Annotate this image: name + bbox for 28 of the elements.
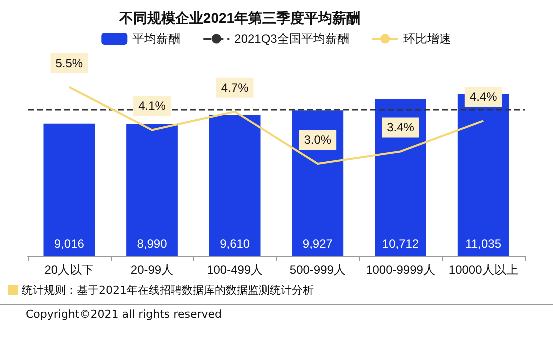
- x-tick-label: 20人以下: [44, 263, 94, 277]
- data-label: 9,610: [220, 237, 250, 251]
- data-label: 10,712: [382, 237, 420, 251]
- data-label: 11,035: [466, 237, 502, 251]
- legend-label: 平均薪酬: [132, 32, 181, 46]
- data-label: 8,990: [137, 237, 168, 251]
- legend-label: 环比增速: [403, 32, 452, 46]
- x-tick-label: 100-499人: [207, 263, 264, 277]
- bar: [126, 124, 178, 256]
- x-tick-label: 500-999人: [290, 263, 346, 277]
- x-tick-label: 1000-9999人: [366, 263, 436, 277]
- bar: [375, 99, 426, 256]
- chart-title: 不同规模企业2021年第三季度平均薪酬: [118, 10, 361, 26]
- x-tick-label: 10000人以上: [448, 263, 518, 277]
- bar: [44, 124, 96, 256]
- data-label: 4.7%: [221, 80, 250, 95]
- legend-label: 2021Q3全国平均薪酬: [234, 32, 350, 46]
- text: Copyright©2021 all rights reserved: [0, 304, 553, 321]
- data-label: 9,016: [54, 237, 85, 251]
- data-label: 9,927: [302, 237, 334, 251]
- data-label: 4.1%: [138, 99, 166, 114]
- text: 统计规则：基于2021年在线招聘数据库的数据监测统计分析: [22, 282, 314, 298]
- data-label: 5.5%: [56, 56, 84, 70]
- x-tick-label: 20-99人: [130, 263, 174, 277]
- data-label: 3.0%: [304, 132, 332, 147]
- data-label: 3.4%: [387, 120, 415, 135]
- bar: [209, 115, 261, 256]
- data-label: 4.4%: [470, 90, 498, 104]
